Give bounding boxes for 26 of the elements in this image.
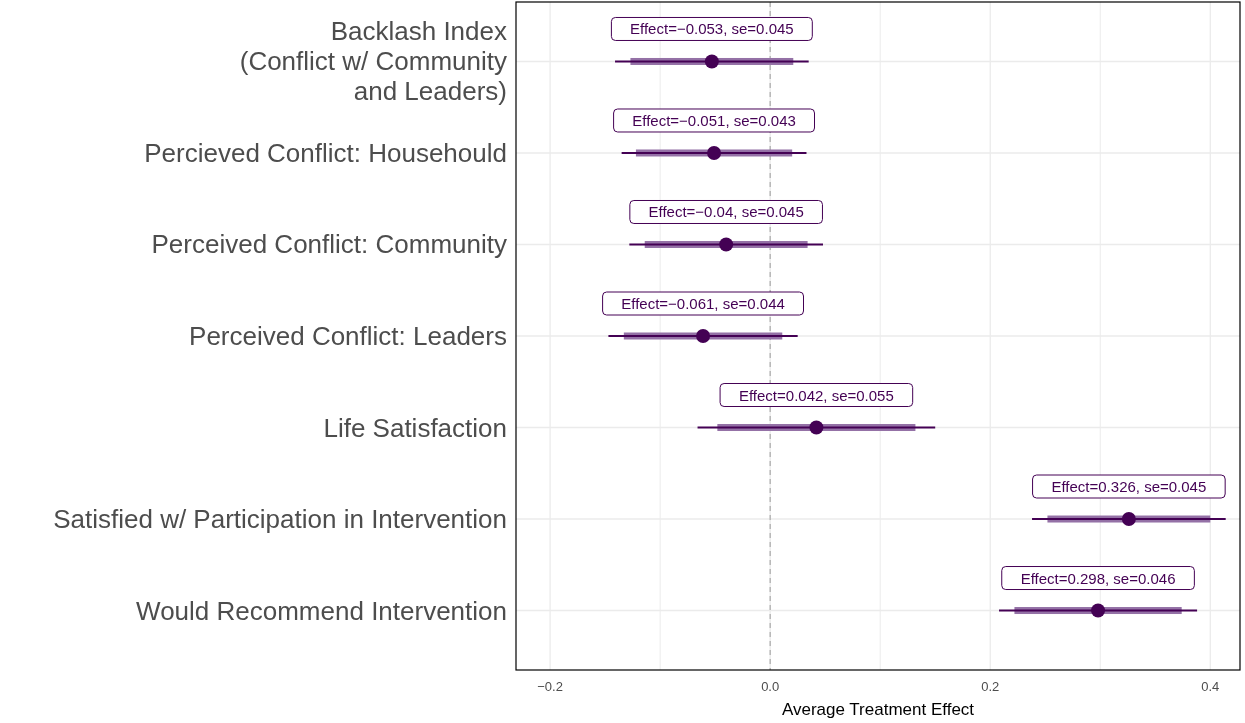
annotation: Effect=−0.061, se=0.044 [621, 295, 785, 312]
y-tick-label: Satisfied w/ Participation in Intervention [53, 504, 507, 535]
x-tick-label: 0.4 [1201, 679, 1220, 694]
y-tick-label: Percieved Conflict: Househould [144, 137, 507, 168]
x-axis-title: Average Treatment Effect [781, 700, 975, 719]
annotation: Effect=−0.051, se=0.043 [632, 111, 796, 129]
y-tick-label: Would Recommend Intervention [136, 595, 507, 626]
point [809, 420, 824, 435]
annotation: Effect=0.298, se=0.046 [1020, 569, 1176, 587]
point [696, 329, 711, 343]
y-tick-label: Backlash Index (Conflict w/ Community and Leaders) [239, 16, 507, 107]
x-tick-label: −0.2 [537, 679, 563, 694]
point [1091, 603, 1106, 618]
point [707, 145, 722, 160]
point [1121, 512, 1136, 527]
point [719, 237, 734, 252]
annotation: Effect=−0.04, se=0.045 [648, 203, 804, 221]
annotation: Effect=0.042, se=0.055 [738, 386, 894, 404]
x-tick-label: 0.0 [761, 679, 780, 694]
y-tick-label: Perceived Conflict: Community [151, 229, 507, 260]
x-tick-label: 0.2 [981, 679, 1000, 694]
annotation: Effect=−0.053, se=0.045 [630, 20, 794, 38]
y-tick-label: Perceived Conflict: Leaders [189, 321, 507, 351]
annotation: Effect=0.326, se=0.045 [1051, 478, 1207, 496]
y-tick-label: Life Satisfaction [323, 412, 507, 443]
point [704, 54, 719, 69]
